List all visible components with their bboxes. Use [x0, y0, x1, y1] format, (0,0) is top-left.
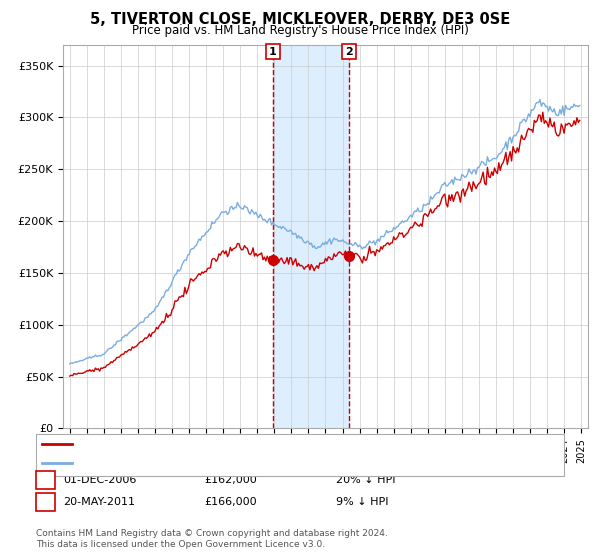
- Text: HPI: Average price, detached house, City of Derby: HPI: Average price, detached house, City…: [77, 458, 338, 468]
- Text: 1: 1: [42, 475, 49, 485]
- Text: 5, TIVERTON CLOSE, MICKLEOVER, DERBY, DE3 0SE (detached house): 5, TIVERTON CLOSE, MICKLEOVER, DERBY, DE…: [77, 439, 439, 449]
- Text: 1: 1: [269, 46, 277, 57]
- Text: 2: 2: [345, 46, 353, 57]
- Text: Contains HM Land Registry data © Crown copyright and database right 2024.
This d: Contains HM Land Registry data © Crown c…: [36, 529, 388, 549]
- Text: 9% ↓ HPI: 9% ↓ HPI: [336, 497, 389, 507]
- Text: 5, TIVERTON CLOSE, MICKLEOVER, DERBY, DE3 0SE: 5, TIVERTON CLOSE, MICKLEOVER, DERBY, DE…: [90, 12, 510, 27]
- Bar: [273, 45, 349, 428]
- Text: Price paid vs. HM Land Registry's House Price Index (HPI): Price paid vs. HM Land Registry's House …: [131, 24, 469, 36]
- Text: £166,000: £166,000: [204, 497, 257, 507]
- Text: 01-DEC-2006: 01-DEC-2006: [63, 475, 136, 485]
- Text: £162,000: £162,000: [204, 475, 257, 485]
- Text: 20% ↓ HPI: 20% ↓ HPI: [336, 475, 395, 485]
- Text: 2: 2: [42, 497, 49, 507]
- Text: 20-MAY-2011: 20-MAY-2011: [63, 497, 135, 507]
